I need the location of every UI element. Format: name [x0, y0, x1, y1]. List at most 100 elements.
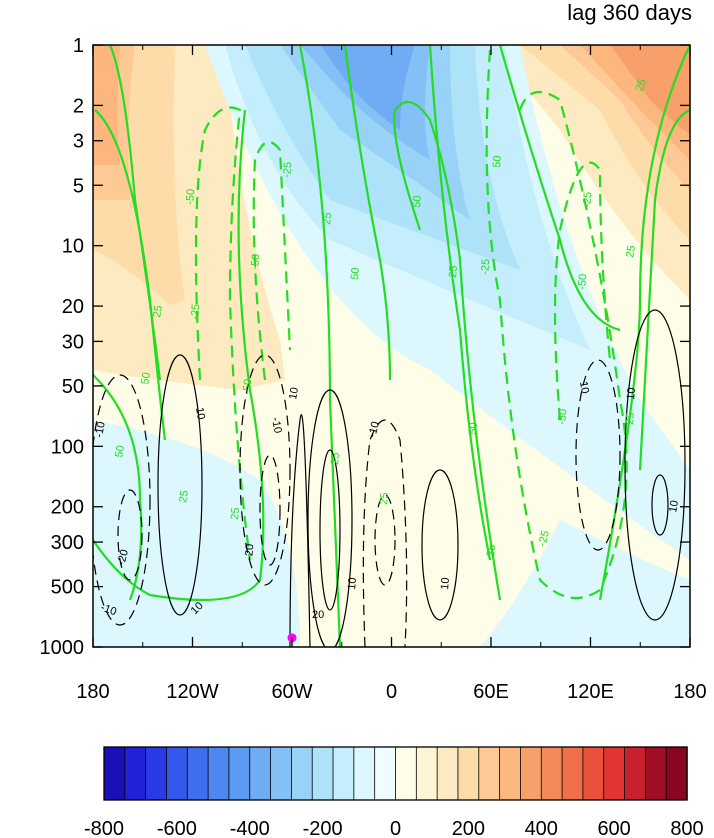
- contour-label-25-d: 25: [321, 212, 334, 225]
- colorbar-label: -400: [230, 818, 270, 838]
- green-contour-25-f: [638, 108, 690, 471]
- x-tick-label: 180: [673, 681, 706, 703]
- contour-label-50-a: 50: [139, 371, 153, 385]
- black-contour-minus20-b: [259, 454, 281, 566]
- contour-label-minus25-c: -25: [479, 258, 492, 275]
- colorbar-label: -200: [303, 818, 343, 838]
- contour-label-minus25-b: -25: [281, 161, 294, 178]
- contour-label-minus50-d: -50: [556, 408, 569, 425]
- colorbar-swatch: [499, 746, 522, 801]
- colorbar-swatch: [186, 746, 209, 801]
- green-contour-25-g: [598, 45, 690, 601]
- x-axis: 180 120W 60W 0 60E 120E 180: [76, 45, 707, 703]
- contour-label-minus10-a: -10: [93, 421, 108, 439]
- contour-label-20-a: 20: [312, 609, 324, 621]
- green-contour-minus50-a: [252, 140, 292, 381]
- contour-label-minus10-d: -10: [366, 420, 382, 438]
- contour-label-minus20-a: -20: [115, 548, 131, 566]
- green-contour-minus25-a: [194, 106, 252, 561]
- x-tick-label: 120E: [567, 681, 614, 703]
- black-contour-10-d: [624, 309, 686, 621]
- green-contour-minus50-b: [553, 161, 612, 421]
- y-tick-label: 200: [51, 497, 84, 519]
- y-tick-label: 10: [62, 236, 84, 258]
- contour-label-minus25-d: -25: [536, 529, 552, 547]
- black-contour-10-e: [651, 474, 669, 536]
- colorbar-label: 600: [597, 818, 630, 838]
- green-contour-25-c: [298, 45, 342, 647]
- y-axis: 1 2 3 5 10 20 30 50 100 200 300 500 1000: [40, 35, 690, 659]
- contour-label-10-f: 10: [577, 380, 591, 394]
- green-contour-50-c: [343, 45, 392, 381]
- contour-label-25-g: 25: [447, 265, 460, 278]
- x-tick-label: 180: [76, 681, 109, 703]
- contour-label-50-d: 50: [411, 195, 424, 208]
- green-contour-25-e: [498, 45, 621, 332]
- colorbar-swatch: [290, 746, 313, 801]
- contour-label-minus25-e: -25: [581, 191, 594, 208]
- contour-label-minus50-c: -50: [249, 253, 262, 270]
- colorbar-swatch: [540, 746, 563, 801]
- colorbar-swatch: [665, 746, 688, 801]
- y-tick-label: 2: [73, 95, 84, 117]
- y-tick-label: 30: [62, 331, 84, 353]
- green-contour-50-b: [108, 45, 162, 381]
- contour-label-minus10-c: -10: [269, 416, 284, 434]
- x-tick-label: 0: [386, 681, 397, 703]
- colorbar-swatch: [415, 746, 438, 801]
- contour-label-10-h: 10: [667, 499, 681, 513]
- colorbar-swatch: [478, 746, 501, 801]
- colorbar-swatch: [332, 746, 355, 801]
- colorbar-swatch: [103, 746, 126, 801]
- green-contour-50-d: [393, 100, 502, 601]
- colorbar-swatch: [353, 746, 376, 801]
- black-contour-10-f: [289, 414, 311, 647]
- colorbar-swatch: [311, 746, 334, 801]
- contour-label-25-e: 25: [329, 452, 342, 465]
- contour-label-10-a: 10: [193, 406, 207, 420]
- black-contour-minus10-a: [93, 374, 151, 626]
- y-tick-label: 50: [62, 376, 84, 398]
- contour-label-10-d: 10: [346, 577, 359, 590]
- black-contour-10-b: [307, 389, 353, 647]
- shade-pos-right-5: [610, 45, 690, 135]
- colorbar-swatch: [228, 746, 251, 801]
- contour-label-minus20-b: -20: [243, 543, 256, 560]
- contour-label-50-c: 50: [349, 267, 362, 280]
- contour-lines: [93, 45, 690, 647]
- colorbar-swatch: [395, 746, 418, 801]
- colorbar-label: 400: [525, 818, 558, 838]
- contour-label-10-c: 10: [287, 386, 301, 400]
- colorbar-swatch: [603, 746, 626, 801]
- contour-label-10-g: 10: [625, 387, 638, 400]
- colorbar-label: 0: [390, 818, 401, 838]
- colorbar: -800 -600 -400 -200 0 200 400 600 800: [84, 746, 704, 838]
- colorbar-swatch: [270, 746, 293, 801]
- y-tick-label: 1: [73, 35, 84, 57]
- contour-label-25-j: 25: [624, 412, 637, 425]
- colorbar-swatch: [166, 746, 188, 801]
- black-contour-minus10-e: [575, 359, 621, 551]
- colorbar-swatch: [624, 746, 647, 801]
- black-contour-20-a: [319, 449, 341, 611]
- contour-label-50-b: 50: [113, 444, 127, 458]
- colorbar-swatch: [561, 746, 584, 801]
- y-tick-label: 5: [73, 175, 84, 197]
- green-contour-25-d: [428, 45, 492, 561]
- colorbar-label: -800: [84, 818, 124, 838]
- colorbar-swatch: [644, 746, 667, 801]
- contour-label-25-a: 25: [151, 304, 165, 318]
- x-tick-label: 120W: [166, 681, 218, 703]
- chart-title: lag 360 days: [567, 0, 692, 25]
- contour-label-25-i: 25: [624, 244, 638, 258]
- colorbar-label: 200: [452, 818, 485, 838]
- green-contour-minus25-b: [485, 49, 628, 600]
- colorbar-swatch: [374, 746, 397, 801]
- contour-label-10-e: 10: [439, 577, 452, 590]
- contour-label-minus50-e: -50: [576, 273, 589, 290]
- contour-labels: 25 50 50 25 -50 -25 25 -50 -50 -25 25 25…: [93, 77, 681, 621]
- y-tick-label: 300: [51, 532, 84, 554]
- y-tick-label: 100: [51, 436, 84, 458]
- green-contour-25-b: [93, 109, 265, 602]
